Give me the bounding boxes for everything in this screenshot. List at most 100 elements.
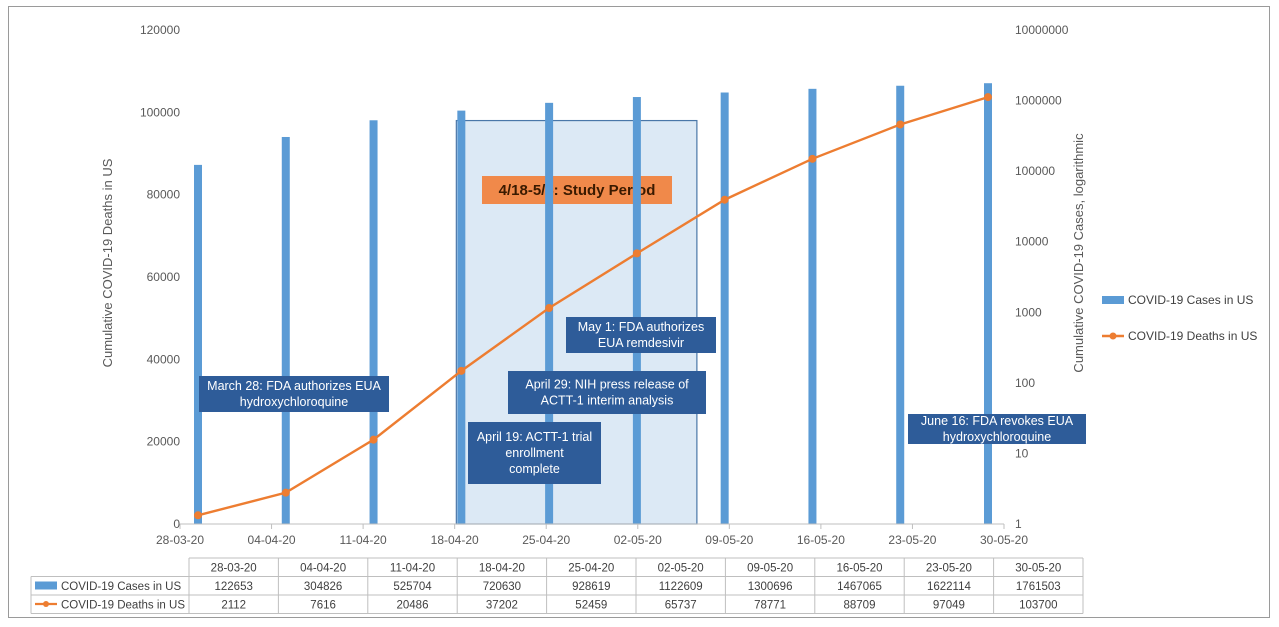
table-header-cell: 18-04-20 [479, 563, 525, 575]
annotation-text: March 28: FDA authorizes EUA [207, 379, 381, 393]
y-tick-label-right: 10 [1015, 446, 1029, 460]
annotation-text: hydroxychloroquine [943, 430, 1051, 444]
annotation-box [508, 371, 706, 414]
table-cell: 65737 [665, 600, 697, 612]
table-cell: 20486 [397, 600, 429, 612]
legend-cases-swatch [1102, 296, 1124, 304]
y-tick-label-left: 80000 [147, 188, 181, 202]
deaths-point [281, 488, 290, 497]
table-header-cell: 25-04-20 [568, 563, 614, 575]
y-tick-label-left: 20000 [147, 435, 181, 449]
deaths-point [369, 435, 378, 444]
cases-bar [632, 97, 641, 524]
annotation-box [468, 422, 601, 484]
x-tick-label: 23-05-20 [888, 533, 936, 547]
table-cell: 103700 [1019, 600, 1057, 612]
annotation-text: complete [509, 462, 560, 476]
deaths-series-line [197, 95, 989, 517]
annotation-text: hydroxychloroquine [240, 395, 348, 409]
study-period-label: 4/18-5/8: Study Period [499, 182, 656, 199]
x-tick-label: 11-04-20 [340, 533, 387, 547]
x-tick-label: 16-05-20 [797, 533, 845, 547]
deaths-point [545, 304, 554, 313]
x-tick-label: 04-04-20 [248, 533, 296, 547]
table-cell: 52459 [575, 600, 607, 612]
annotation-text: June 16: FDA revokes EUA [921, 414, 1074, 428]
deaths-point [457, 366, 466, 375]
y-tick-label-left: 60000 [147, 270, 181, 284]
y-tick-label-left: 0 [173, 517, 180, 531]
y-tick-label-right: 1000000 [1015, 94, 1062, 108]
table-cell: 88709 [844, 600, 876, 612]
deaths-point [632, 249, 641, 258]
annotation-text: ACTT-1 interim analysis [541, 394, 674, 408]
table-cell: 304826 [304, 581, 342, 593]
annotation-box [199, 376, 389, 412]
y-axis-right-title: Cumulative COVID-19 Cases, logarithmic [1071, 133, 1086, 373]
axes: 0 20000 40000 60000 80000 100000 120000 1 10 100 1… [140, 23, 1069, 547]
table-cell: 720630 [483, 581, 521, 593]
table-header-cell: 09-05-20 [747, 563, 793, 575]
table-cases-swatch [35, 581, 57, 590]
annotation-text: EUA remdesivir [598, 336, 684, 350]
table-cell: 928619 [572, 581, 610, 593]
table-cell: 97049 [933, 600, 965, 612]
table-header-cell: 04-04-20 [300, 563, 346, 575]
x-tick-label: 09-05-20 [705, 533, 753, 547]
annotation-text: April 29: NIH press release of [525, 378, 689, 392]
legend-cases-label: COVID-19 Cases in US [1128, 293, 1253, 307]
deaths-line [194, 93, 992, 520]
table-cell: 1622114 [927, 581, 972, 593]
cases-bar [194, 164, 202, 524]
table-header-cell: 30-05-20 [1015, 563, 1061, 575]
data-table: 28-03-20 04-04-20 11-04-20 18-04-20 25-04-20… [30, 557, 1084, 614]
table-cell: 7616 [310, 600, 336, 612]
y-tick-label-right: 1 [1015, 517, 1022, 531]
x-tick-label: 02-05-20 [614, 533, 662, 547]
annotation-box [908, 414, 1086, 444]
cases-bar [545, 102, 554, 524]
y-tick-label-right: 100 [1015, 376, 1035, 390]
table-deaths-marker [43, 601, 49, 607]
table-header-cell: 11-04-20 [390, 563, 435, 575]
table-cell: 1122609 [659, 581, 703, 593]
cases-bars [194, 83, 992, 525]
cases-bar [369, 120, 378, 524]
table-row-label: COVID-19 Deaths in US [61, 600, 185, 612]
y-tick-label-left: 40000 [147, 352, 181, 366]
legend: COVID-19 Cases in US COVID-19 Deaths in U… [1102, 293, 1257, 343]
y-tick-label-right: 1000 [1015, 305, 1042, 319]
y-tick-label-left: 100000 [140, 105, 180, 119]
table-header-cell: 23-05-20 [926, 563, 972, 575]
annotation-text: April 19: ACTT-1 trial [477, 430, 592, 444]
y-tick-label-right: 100000 [1015, 164, 1055, 178]
deaths-point [984, 93, 992, 102]
cases-bar [808, 88, 817, 524]
table-header-cell: 16-05-20 [836, 563, 882, 575]
table-cell: 78771 [754, 600, 786, 612]
table-cell: 37202 [486, 600, 518, 612]
annotation-box [566, 317, 716, 353]
cases-bar [720, 92, 729, 524]
x-tick-label: 28-03-20 [156, 533, 204, 547]
y-tick-label-right: 10000000 [1015, 23, 1069, 37]
y-axis-left-title: Cumulative COVID-19 Deaths in US [100, 158, 115, 367]
table-cell: 1300696 [748, 581, 793, 593]
x-tick-label: 30-05-20 [980, 533, 1028, 547]
table-header-cell: 28-03-20 [211, 563, 257, 575]
table-row-label: COVID-19 Cases in US [61, 581, 181, 593]
x-tick-label: 18-04-20 [431, 533, 479, 547]
deaths-point [808, 154, 817, 163]
y-tick-label-left: 120000 [140, 23, 180, 37]
deaths-point [896, 120, 905, 129]
y-tick-label-right: 10000 [1015, 235, 1049, 249]
annotation-text: enrollment [505, 446, 564, 460]
table-cell: 122653 [215, 581, 253, 593]
deaths-point [720, 195, 729, 204]
legend-deaths-label: COVID-19 Deaths in US [1128, 329, 1257, 343]
table-cell: 2112 [221, 600, 246, 612]
table-cell: 525704 [393, 581, 432, 593]
chart-frame [8, 6, 1270, 618]
annotation-text: May 1: FDA authorizes [578, 320, 704, 334]
